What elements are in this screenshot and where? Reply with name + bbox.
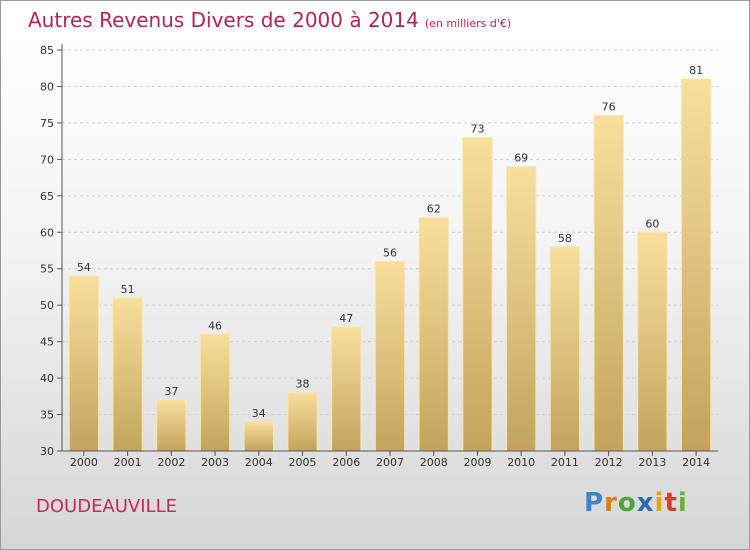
y-tick-label: 45 xyxy=(40,336,54,349)
y-tick-label: 35 xyxy=(40,409,54,422)
bar xyxy=(243,421,274,452)
bar-value-label: 51 xyxy=(121,283,135,296)
y-tick-label: 80 xyxy=(40,80,54,93)
bar xyxy=(112,297,143,452)
bar xyxy=(506,166,537,452)
bar-value-label: 38 xyxy=(296,378,310,391)
bar-value-label: 56 xyxy=(383,246,397,259)
y-tick-label: 55 xyxy=(40,263,54,276)
bar-value-label: 34 xyxy=(252,407,266,420)
x-tick-label: 2002 xyxy=(157,456,185,469)
x-tick-label: 2009 xyxy=(463,456,491,469)
bar xyxy=(637,231,668,452)
bar-value-label: 54 xyxy=(77,261,91,274)
x-tick-label: 2014 xyxy=(682,456,710,469)
bar xyxy=(156,399,187,452)
bar-value-label: 47 xyxy=(339,312,353,325)
bar xyxy=(418,217,449,452)
x-tick-label: 2003 xyxy=(201,456,229,469)
x-tick-label: 2012 xyxy=(595,456,623,469)
bar xyxy=(549,246,581,452)
bar-value-label: 76 xyxy=(602,101,616,114)
bar xyxy=(68,275,100,452)
bar xyxy=(331,326,362,452)
bar-value-label: 81 xyxy=(689,64,703,77)
x-tick-label: 2008 xyxy=(420,456,448,469)
bar xyxy=(287,392,318,452)
x-tick-label: 2011 xyxy=(551,456,579,469)
bar xyxy=(374,260,406,452)
bar-value-label: 73 xyxy=(470,122,484,135)
bar xyxy=(680,78,712,452)
city-name: DOUDEAUVILLE xyxy=(36,496,177,517)
x-tick-label: 2013 xyxy=(638,456,666,469)
bar-value-label: 69 xyxy=(514,152,528,165)
bar xyxy=(462,136,493,452)
bar-value-label: 37 xyxy=(164,385,178,398)
bar xyxy=(593,115,624,452)
y-tick-label: 85 xyxy=(40,44,54,57)
x-tick-label: 2001 xyxy=(114,456,142,469)
y-tick-label: 30 xyxy=(40,445,54,458)
proxiti-logo: Proxiti xyxy=(584,488,688,518)
bar-value-label: 62 xyxy=(427,203,441,216)
y-tick-label: 50 xyxy=(40,299,54,312)
y-tick-label: 70 xyxy=(40,153,54,166)
chart-title-text: Autres Revenus Divers de 2000 à 2014 xyxy=(28,8,419,32)
x-tick-label: 2006 xyxy=(332,456,360,469)
bars: 54 51 37 46 34 38 47 56 62 73 69 58 76 60 81 xyxy=(68,64,712,452)
x-tick-label: 2004 xyxy=(245,456,273,469)
y-tick-label: 40 xyxy=(40,372,54,385)
x-tick-label: 2005 xyxy=(289,456,317,469)
bar-value-label: 58 xyxy=(558,232,572,245)
y-tick-label: 60 xyxy=(40,226,54,239)
bar xyxy=(199,333,231,452)
chart-title-unit: (en milliers d'€) xyxy=(424,17,512,30)
x-tick-label: 2000 xyxy=(70,456,98,469)
x-tick-label: 2007 xyxy=(376,456,404,469)
y-tick-label: 75 xyxy=(40,117,54,130)
axes: 30 35 40 45 50 55 60 65 70 75 80 85 2000 2001 2002 2003… xyxy=(40,44,718,469)
bar-value-label: 46 xyxy=(208,319,222,332)
y-tick-label: 65 xyxy=(40,190,54,203)
bar-value-label: 60 xyxy=(645,217,659,230)
chart-title: Autres Revenus Divers de 2000 à 2014 (en … xyxy=(28,8,511,32)
x-tick-label: 2010 xyxy=(507,456,535,469)
